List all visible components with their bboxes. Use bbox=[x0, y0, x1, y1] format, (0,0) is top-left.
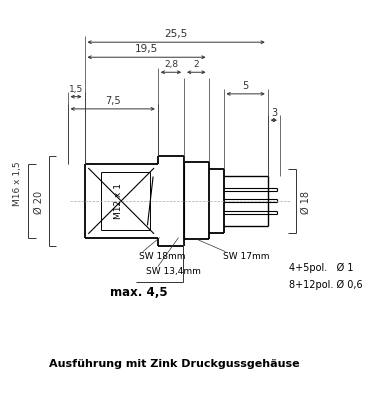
Text: 1,5: 1,5 bbox=[69, 85, 83, 94]
Text: SW 17mm: SW 17mm bbox=[223, 252, 269, 261]
Text: SW 13,4mm: SW 13,4mm bbox=[145, 267, 200, 276]
Text: SW 18mm: SW 18mm bbox=[139, 252, 185, 261]
Text: M12 x 1: M12 x 1 bbox=[114, 183, 123, 219]
Text: Ø 20: Ø 20 bbox=[34, 191, 44, 214]
Text: max. 4,5: max. 4,5 bbox=[110, 286, 168, 300]
Text: 3: 3 bbox=[271, 108, 278, 118]
Text: 2: 2 bbox=[194, 60, 199, 69]
Text: M16 x 1,5: M16 x 1,5 bbox=[13, 162, 22, 206]
Text: 7,5: 7,5 bbox=[105, 96, 120, 106]
Text: 19,5: 19,5 bbox=[135, 44, 158, 54]
Text: 5: 5 bbox=[242, 81, 249, 91]
Text: Ø 18: Ø 18 bbox=[301, 191, 311, 214]
Text: Ausführung mit Zink Druckgussgehäuse: Ausführung mit Zink Druckgussgehäuse bbox=[49, 359, 300, 369]
Text: 4+5pol.   Ø 1: 4+5pol. Ø 1 bbox=[289, 262, 354, 273]
Text: 8+12pol. Ø 0,6: 8+12pol. Ø 0,6 bbox=[289, 280, 363, 290]
Text: 25,5: 25,5 bbox=[164, 29, 188, 39]
Text: 2,8: 2,8 bbox=[164, 60, 178, 69]
